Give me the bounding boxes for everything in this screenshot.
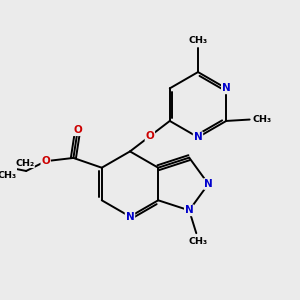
Text: O: O: [41, 156, 50, 166]
Text: CH₂: CH₂: [15, 159, 34, 168]
Text: N: N: [194, 132, 202, 142]
Text: O: O: [146, 131, 154, 141]
Text: CH₃: CH₃: [253, 115, 272, 124]
Text: CH₃: CH₃: [188, 237, 207, 246]
Text: N: N: [222, 83, 231, 93]
Text: N: N: [185, 206, 194, 215]
Text: N: N: [126, 212, 134, 222]
Text: O: O: [73, 125, 82, 135]
Text: CH₃: CH₃: [188, 36, 208, 45]
Text: N: N: [204, 179, 213, 189]
Text: CH₃: CH₃: [0, 170, 16, 179]
